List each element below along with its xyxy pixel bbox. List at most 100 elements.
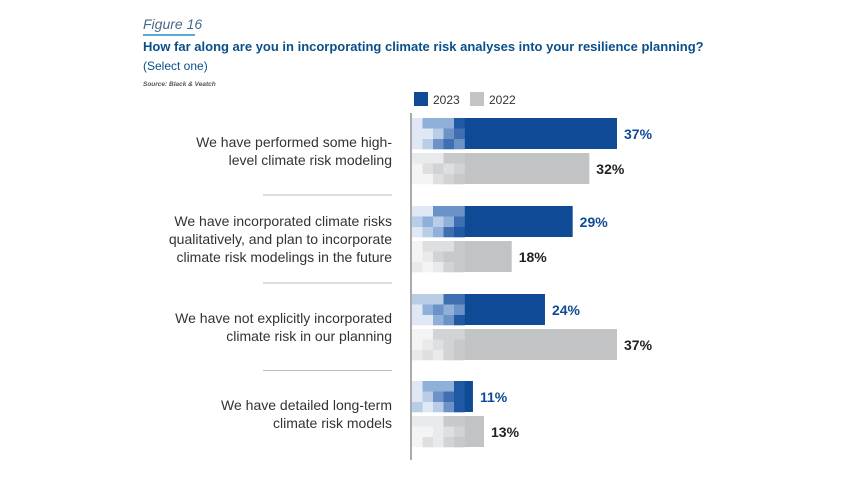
bar-texture-cell <box>443 402 455 413</box>
bar-texture-cell <box>433 163 444 175</box>
bar-texture-cell <box>412 153 423 164</box>
bar-texture-cell <box>443 294 455 305</box>
bar-texture-cell <box>433 416 444 427</box>
bar-texture-cell <box>443 128 455 140</box>
bar-texture-cell <box>412 315 423 326</box>
bar-texture-cell <box>443 262 455 273</box>
bar-texture-cell <box>433 216 444 228</box>
category-label: climate risk models <box>273 415 392 431</box>
data-label-2022: 37% <box>624 337 653 353</box>
legend-label-2022: 2022 <box>489 93 516 107</box>
bar-texture-cell <box>412 174 423 185</box>
bar-texture-cell <box>443 227 455 238</box>
bar-texture-cell <box>422 241 434 252</box>
bar-texture-cell <box>433 426 444 438</box>
bar-texture-cell <box>454 329 465 340</box>
bar-texture-cell <box>412 402 423 413</box>
bar-texture-cell <box>454 294 465 305</box>
bar-texture-cell <box>422 315 434 326</box>
bar-texture-cell <box>412 262 423 273</box>
bar-texture-cell <box>433 329 444 340</box>
data-label-2023: 24% <box>552 302 581 318</box>
bar-texture-cell <box>433 251 444 263</box>
bar-texture-cell <box>412 304 423 316</box>
bar-texture-cell <box>433 153 444 164</box>
bar-texture-cell <box>433 118 444 129</box>
figure-label-underline <box>143 34 195 36</box>
bar-texture-cell <box>454 227 465 238</box>
bar-texture-cell <box>433 315 444 326</box>
bar-texture-cell <box>443 139 455 150</box>
bar-texture-cell <box>443 304 455 316</box>
bar-texture-cell <box>454 128 465 140</box>
bar-texture-cell <box>433 128 444 140</box>
bar-texture-cell <box>443 426 455 438</box>
bar-texture-cell <box>433 206 444 217</box>
bar-texture-cell <box>412 437 423 448</box>
bar-texture-cell <box>433 139 444 150</box>
bar-texture-cell <box>443 153 455 164</box>
data-label-2022: 32% <box>596 161 625 177</box>
bar-texture-cell <box>454 139 465 150</box>
bar-texture-cell <box>422 350 434 361</box>
bar-texture-cell <box>443 251 455 263</box>
bar-texture-cell <box>422 163 434 175</box>
bar-texture-cell <box>412 391 423 403</box>
bar-texture-cell <box>433 227 444 238</box>
bar-texture-cell <box>454 163 465 175</box>
bar-texture-cell <box>443 329 455 340</box>
bar-texture-cell <box>422 329 434 340</box>
bar-texture-cell <box>412 241 423 252</box>
category-label: We have detailed long-term <box>221 397 392 413</box>
bar-texture-cell <box>422 128 434 140</box>
bar-texture-cell <box>443 350 455 361</box>
bar-texture-cell <box>412 139 423 150</box>
bar-texture-cell <box>433 241 444 252</box>
legend-swatch-2023 <box>414 92 428 106</box>
bar-texture-cell <box>433 350 444 361</box>
category-label: climate risk modelings in the future <box>176 249 392 265</box>
bar-texture-cell <box>454 391 465 403</box>
bar-texture-cell <box>422 426 434 438</box>
bar-texture-cell <box>443 437 455 448</box>
figure-label: Figure 16 <box>143 16 203 32</box>
category-label: level climate risk modeling <box>229 152 392 168</box>
bar-texture-cell <box>433 339 444 351</box>
bar-texture-cell <box>454 381 465 392</box>
bar-texture-cell <box>443 339 455 351</box>
bar-texture-cell <box>443 118 455 129</box>
bar-texture-cell <box>454 262 465 273</box>
bar-texture-cell <box>454 426 465 438</box>
bar-texture-cell <box>412 329 423 340</box>
chart-subtitle: (Select one) <box>143 59 208 73</box>
data-label-2023: 11% <box>480 389 508 405</box>
bar-texture-cell <box>454 241 465 252</box>
bar-texture-cell <box>412 227 423 238</box>
bar-texture-cell <box>412 339 423 351</box>
bar-texture-cell <box>433 381 444 392</box>
bar-texture-cell <box>422 118 434 129</box>
bar-texture-cell <box>443 174 455 185</box>
bar-texture-cell <box>454 437 465 448</box>
bar-texture-cell <box>422 251 434 263</box>
data-label-2022: 18% <box>519 249 548 265</box>
bar-texture-cell <box>454 304 465 316</box>
bar-texture-cell <box>422 304 434 316</box>
bar-texture-cell <box>412 416 423 427</box>
bar-texture-cell <box>454 339 465 351</box>
bar-texture-cell <box>412 294 423 305</box>
bar-texture-cell <box>454 206 465 217</box>
bar-texture-cell <box>454 216 465 228</box>
bar-texture-cell <box>443 416 455 427</box>
bar-texture-cell <box>454 153 465 164</box>
bar-texture-cell <box>433 402 444 413</box>
bar-texture-cell <box>422 153 434 164</box>
bar-texture-cell <box>412 163 423 175</box>
bar-texture-cell <box>443 241 455 252</box>
bar-texture-cell <box>454 350 465 361</box>
bar-texture-cell <box>433 294 444 305</box>
bar-texture-cell <box>422 391 434 403</box>
bar-texture-cell <box>443 163 455 175</box>
legend-label-2023: 2023 <box>433 93 460 107</box>
